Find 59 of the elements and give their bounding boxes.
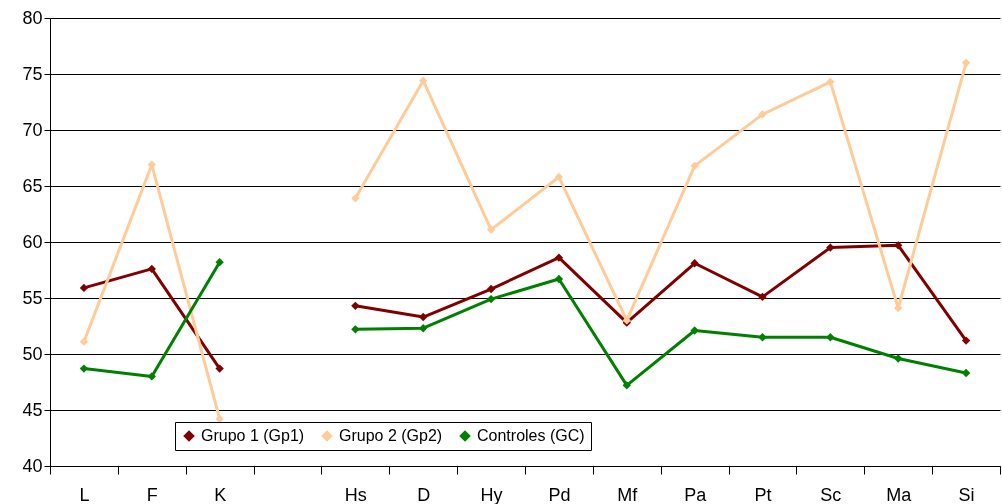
x-tick-label: Ma	[886, 484, 913, 504]
y-tick-label: 80	[22, 7, 43, 28]
x-tick-label: Sc	[820, 484, 842, 504]
point	[147, 372, 156, 381]
point	[419, 76, 428, 85]
y-tick-label: 75	[22, 63, 43, 84]
x-tick-label: Pa	[684, 484, 708, 504]
point	[79, 337, 89, 346]
point	[758, 292, 767, 302]
point	[894, 354, 903, 363]
x-tick-label: Si	[958, 484, 975, 504]
y-tick-label: 45	[22, 399, 43, 420]
point	[690, 326, 699, 335]
point	[554, 253, 564, 262]
y-tick-label: 55	[22, 287, 43, 308]
x-tick-label: Pd	[548, 484, 571, 504]
point	[961, 336, 971, 345]
point	[826, 77, 835, 87]
legend-label: Grupo 2 (Gp2)	[339, 427, 443, 444]
point	[690, 259, 699, 268]
x-tick-label: K	[214, 484, 227, 504]
x-tick-label: F	[146, 484, 158, 504]
x-tick-label: Hs	[344, 484, 367, 504]
point	[351, 194, 360, 203]
point	[826, 243, 835, 252]
point	[486, 294, 496, 304]
x-tick-label: D	[417, 484, 431, 504]
x-tick-label: Hy	[480, 484, 503, 504]
point	[758, 333, 767, 342]
y-tick-label: 70	[22, 119, 43, 140]
point	[486, 284, 496, 294]
point	[690, 161, 699, 171]
point	[554, 274, 564, 284]
point	[147, 264, 156, 274]
point	[554, 172, 564, 182]
x-tick-label: Mf	[617, 484, 639, 504]
point	[351, 325, 360, 334]
y-tick-label: 60	[22, 231, 43, 252]
y-tick-label: 65	[22, 175, 43, 196]
legend-label: Controles (GC)	[477, 427, 585, 444]
y-tick-label: 40	[22, 455, 43, 476]
point	[622, 381, 631, 390]
x-tick-label: Pt	[754, 484, 772, 504]
point	[826, 333, 835, 342]
point	[961, 368, 971, 378]
y-tick-label: 50	[22, 343, 43, 364]
point	[351, 301, 360, 311]
point	[961, 58, 971, 67]
x-tick-label: L	[79, 484, 90, 504]
point	[215, 364, 224, 373]
point	[758, 110, 767, 119]
point	[486, 225, 496, 234]
point	[79, 283, 89, 293]
legend-label: Grupo 1 (Gp1)	[201, 427, 305, 444]
point	[215, 257, 224, 267]
point	[894, 241, 903, 250]
point	[419, 312, 428, 322]
point	[79, 364, 89, 373]
point	[419, 324, 428, 333]
